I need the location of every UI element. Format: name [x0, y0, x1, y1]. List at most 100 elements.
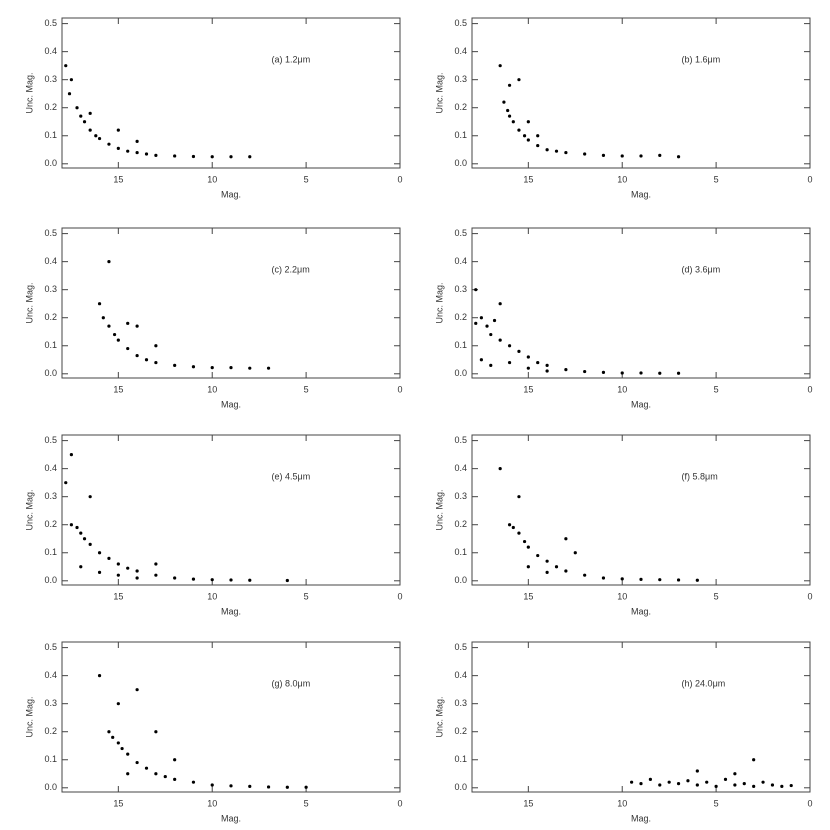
x-tick-label: 5 [714, 384, 719, 394]
point [210, 155, 214, 159]
point [658, 153, 662, 157]
x-tick-label: 15 [113, 798, 123, 808]
point [64, 481, 68, 485]
x-tick-label: 0 [807, 798, 812, 808]
point [545, 570, 549, 574]
point [210, 578, 214, 582]
y-axis-label: Unc. Mag. [434, 489, 444, 530]
plot-frame [61, 17, 401, 169]
point [135, 688, 139, 692]
point [173, 154, 177, 158]
point [526, 138, 530, 142]
point [545, 363, 549, 367]
point [79, 565, 83, 569]
point [154, 153, 158, 157]
x-tick-label: 5 [714, 174, 719, 184]
point [229, 784, 233, 788]
point [69, 523, 73, 527]
x-tick-label: 0 [397, 174, 402, 184]
x-tick-label: 10 [207, 384, 217, 394]
y-tick-label: 0.0 [454, 575, 467, 585]
y-tick-label: 0.2 [454, 726, 467, 736]
x-axis-label: Mag. [221, 606, 241, 616]
point [304, 785, 308, 789]
point [88, 128, 92, 132]
plot-frame [471, 641, 811, 793]
point [116, 338, 120, 342]
plot-frame [61, 227, 401, 379]
point [79, 531, 83, 535]
point [101, 316, 105, 320]
y-tick-label: 0.2 [454, 102, 467, 112]
point [507, 523, 512, 527]
y-axis-label: Unc. Mag. [24, 282, 34, 323]
x-axis-label: Mag. [631, 189, 651, 199]
point [752, 784, 756, 788]
point [630, 780, 634, 784]
point [554, 565, 559, 569]
panel-annotation: (g) 8.0μm [272, 678, 311, 688]
y-tick-label: 0.2 [44, 102, 57, 112]
x-tick-label: 0 [807, 384, 812, 394]
x-tick-label: 10 [617, 591, 627, 601]
y-tick-label: 0.2 [454, 519, 467, 529]
point [658, 578, 662, 582]
point [64, 64, 68, 68]
point [502, 100, 506, 104]
point [714, 784, 718, 788]
point [564, 537, 568, 541]
y-tick-label: 0.4 [454, 670, 467, 680]
panel-annotation: (f) 5.8μm [682, 471, 718, 481]
x-axis-label: Mag. [631, 606, 651, 616]
point [285, 578, 289, 583]
point [116, 146, 120, 150]
point [526, 355, 530, 359]
x-axis-label: Mag. [631, 813, 651, 823]
point [639, 577, 643, 581]
x-tick-label: 10 [207, 591, 217, 601]
point [126, 346, 130, 351]
y-tick-label: 0.1 [44, 547, 57, 557]
point [163, 774, 167, 779]
point [75, 525, 79, 530]
point [474, 288, 478, 292]
point [173, 758, 177, 762]
x-axis-label: Mag. [221, 189, 241, 199]
y-tick-label: 0.1 [454, 754, 467, 764]
x-axis-label: Mag. [221, 399, 241, 409]
y-tick-label: 0.5 [44, 18, 57, 28]
point [154, 730, 158, 734]
panel: 15 10 5 0 0.0 0.1 0.2 0.3 0.4 0.5 Mag. Unc. Mag. (c)… [24, 227, 403, 409]
panel-annotation: (c) 2.2μm [272, 264, 310, 274]
point [126, 149, 130, 153]
point [112, 332, 117, 337]
y-tick-label: 0.1 [44, 340, 57, 350]
point [498, 302, 502, 306]
point [144, 766, 149, 770]
point [75, 106, 79, 110]
y-tick-label: 0.3 [44, 698, 57, 708]
x-axis-label: Mag. [221, 813, 241, 823]
panel: 15 10 5 0 0.0 0.1 0.2 0.3 0.4 0.5 Mag. Unc. Mag. (b)… [434, 17, 813, 199]
point [522, 134, 527, 138]
y-tick-label: 0.3 [44, 491, 57, 501]
point [498, 467, 502, 471]
point [554, 149, 559, 153]
point [770, 783, 775, 787]
point [88, 542, 92, 546]
point [210, 783, 214, 787]
point [695, 578, 699, 582]
point [248, 155, 252, 159]
panel: 15 10 5 0 0.0 0.1 0.2 0.3 0.4 0.5 Mag. Unc. Mag. (f)… [434, 434, 813, 616]
point [88, 111, 92, 115]
point [285, 785, 289, 789]
point [135, 760, 139, 765]
point [474, 321, 478, 325]
plot-frame [471, 227, 811, 379]
plot-frame [61, 641, 401, 793]
y-tick-label: 0.5 [44, 228, 57, 238]
point [517, 531, 521, 535]
point [780, 784, 784, 788]
x-tick-label: 10 [207, 798, 217, 808]
point [733, 772, 737, 776]
